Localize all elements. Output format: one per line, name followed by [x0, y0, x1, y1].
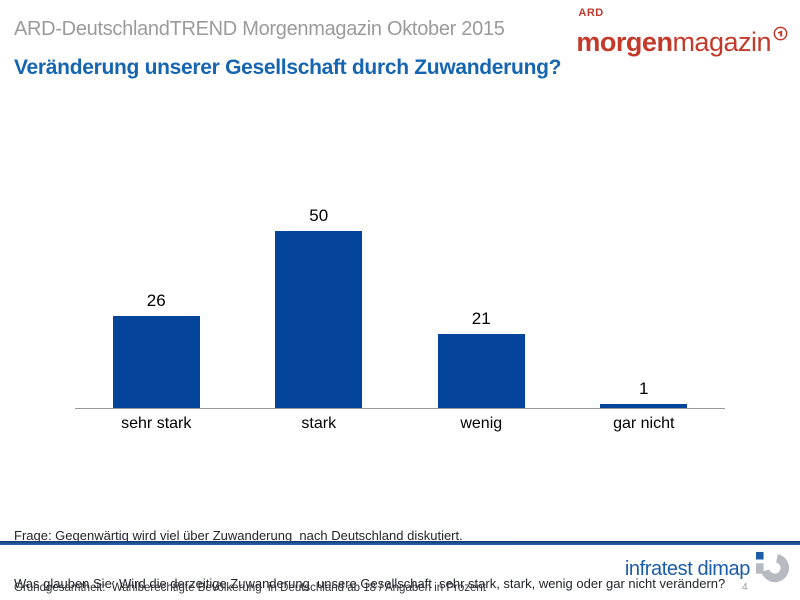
survey-question: Frage: Gegenwärtig wird viel über Zuwand… — [14, 496, 786, 600]
note-line-1: Grundgesamtheit: Wahlberechtigte Bevölke… — [14, 582, 487, 594]
infratest-dimap-logo: infratest dimap — [625, 551, 790, 590]
bar-group-stark: 50 — [238, 198, 401, 408]
x-axis-label: sehr stark — [121, 415, 192, 432]
bar-value-label: 50 — [309, 206, 329, 225]
ard-circle-one-icon — [773, 19, 788, 46]
morgenmagazin-wordmark: morgenmagazin — [576, 19, 788, 56]
bar-wenig — [437, 333, 525, 408]
question-line-2: Was glauben Sie: Wird die derzeitige Zuw… — [14, 576, 726, 591]
x-axis-label: wenig — [460, 415, 503, 432]
bar-value-label: 1 — [639, 379, 649, 399]
bar-sehr-stark — [112, 315, 200, 408]
page-title: Veränderung unserer Gesellschaft durch Z… — [14, 56, 562, 79]
methodology-note: Grundgesamtheit: Wahlberechtigte Bevölke… — [14, 552, 574, 600]
bar-group-gar-nicht: 1 — [563, 198, 726, 408]
infratest-dimap-mark-icon — [756, 551, 790, 590]
bar-value-label: 26 — [146, 290, 166, 310]
x-axis-label: gar nicht — [613, 415, 675, 432]
x-axis-labels: sehr stark stark wenig gar nicht — [75, 415, 725, 433]
question-line-1: Frage: Gegenwärtig wird viel über Zuwand… — [14, 528, 463, 543]
bar-gar-nicht — [600, 404, 688, 408]
bar-stark — [275, 231, 363, 408]
bar-value-label: 21 — [471, 308, 491, 328]
ard-label: ARD — [578, 7, 604, 19]
bar-chart: 26 50 21 1 — [75, 198, 725, 409]
footer-divider — [0, 541, 800, 545]
x-axis-label: stark — [301, 415, 337, 432]
page-number: 4 — [742, 582, 748, 593]
morgenmagazin-logo: ARD morgenmagazin — [576, 8, 788, 56]
bar-group-wenig: 21 — [400, 198, 563, 408]
infratest-dimap-wordmark: infratest dimap — [624, 558, 751, 580]
bar-group-sehr-stark: 26 — [75, 198, 238, 408]
report-supertitle: ARD-DeutschlandTREND Morgenmagazin Oktob… — [14, 18, 505, 40]
